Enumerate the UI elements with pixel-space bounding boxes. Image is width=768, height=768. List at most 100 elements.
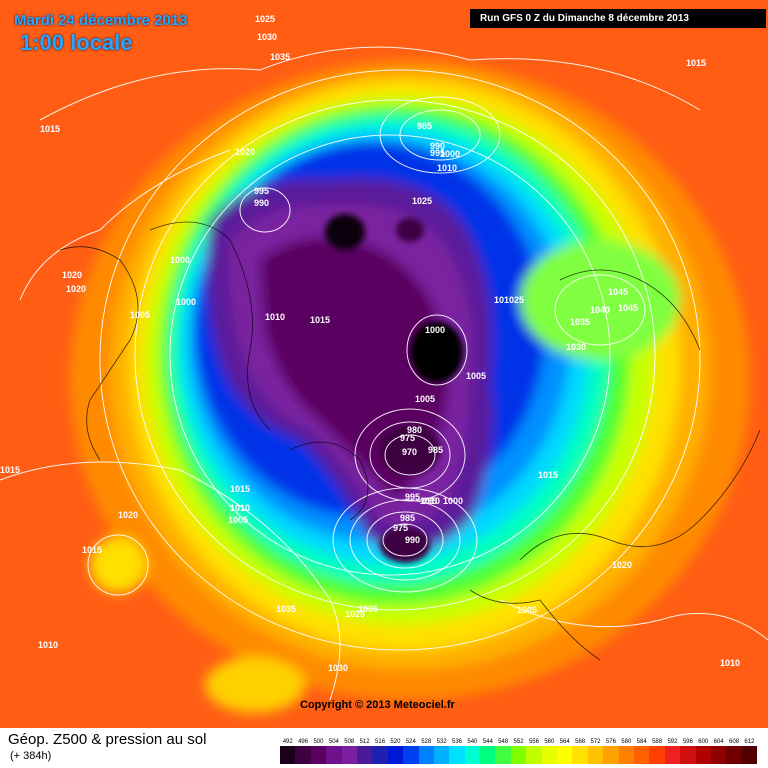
scale-swatch xyxy=(387,746,404,764)
scale-swatch xyxy=(664,746,681,764)
scale-step: 612 xyxy=(741,738,758,764)
low-centers xyxy=(325,214,463,563)
isobars xyxy=(0,46,768,701)
forecast-time: 1:00 locale xyxy=(20,30,133,55)
pressure-label: 1005 xyxy=(358,604,378,614)
scale-step: 568 xyxy=(572,738,588,764)
run-info: Run GFS 0 Z du Dimanche 8 décembre 2013 xyxy=(470,9,766,28)
scale-step: 604 xyxy=(710,738,727,764)
scale-label: 564 xyxy=(559,739,570,745)
scale-label: 500 xyxy=(313,739,324,745)
pressure-label: 1005 xyxy=(466,371,486,381)
scale-step: 592 xyxy=(664,738,681,764)
scale-swatch xyxy=(649,746,665,764)
pressure-label: 1020 xyxy=(612,560,632,570)
pressure-label: 1005 xyxy=(130,310,150,320)
scale-step: 524 xyxy=(403,738,419,764)
scale-step: 520 xyxy=(387,738,404,764)
scale-label: 572 xyxy=(590,739,601,745)
scale-label: 552 xyxy=(513,739,524,745)
legend-footer: Géop. Z500 & pression au sol (+ 384h) 49… xyxy=(0,728,768,768)
scale-swatch xyxy=(603,746,619,764)
scale-step: 536 xyxy=(449,738,465,764)
scale-step: 528 xyxy=(418,738,434,764)
scale-step: 572 xyxy=(587,738,604,764)
pressure-label: 995 xyxy=(405,492,420,502)
pressure-label: 1005 xyxy=(517,605,537,615)
pressure-label: 1020 xyxy=(118,510,138,520)
pressure-label: 1025 xyxy=(255,14,275,24)
pressure-label: 990 xyxy=(430,141,445,151)
scale-label: 540 xyxy=(467,739,478,745)
scale-swatch xyxy=(310,746,327,764)
scale-step: 504 xyxy=(326,738,342,764)
scale-swatch xyxy=(418,746,434,764)
pressure-label: 1015 xyxy=(230,484,250,494)
scale-swatch xyxy=(326,746,342,764)
scale-label: 604 xyxy=(713,739,724,745)
pressure-label: 1010 xyxy=(720,658,740,668)
pressure-label: 1045 xyxy=(608,287,628,297)
scale-step: 508 xyxy=(341,738,357,764)
scale-swatch xyxy=(280,746,296,764)
pressure-label: 1020 xyxy=(235,147,255,157)
scale-swatch xyxy=(341,746,357,764)
pressure-label: 1030 xyxy=(328,663,348,673)
color-scale: 492 496 500 504 508 512 516 520 524 528 532 536 540 5… xyxy=(280,738,758,764)
pressure-label: 1045 xyxy=(618,303,638,313)
pressure-label: 990 xyxy=(405,535,420,545)
scale-label: 584 xyxy=(636,739,647,745)
pressure-label: 1005 xyxy=(415,394,435,404)
pressure-label: 985 xyxy=(417,121,432,131)
pressure-label: 1020 xyxy=(62,270,82,280)
scale-label: 492 xyxy=(282,739,293,745)
pressure-label: 1015 xyxy=(40,124,60,134)
scale-step: 588 xyxy=(649,738,665,764)
scale-swatch xyxy=(372,746,388,764)
pressure-label: 1030 xyxy=(566,342,586,352)
scale-step: 596 xyxy=(680,738,696,764)
pressure-label: 1005 xyxy=(228,515,248,525)
scale-swatch xyxy=(557,746,573,764)
scale-label: 528 xyxy=(421,739,432,745)
pressure-label: 1025 xyxy=(412,196,432,206)
pressure-label: 1035 xyxy=(570,317,590,327)
scale-label: 600 xyxy=(698,739,709,745)
scale-label: 508 xyxy=(344,739,355,745)
scale-swatch xyxy=(741,746,758,764)
scale-swatch xyxy=(526,746,542,764)
scale-label: 560 xyxy=(544,739,555,745)
pressure-label: 1000 xyxy=(425,325,445,335)
scale-step: 548 xyxy=(495,738,511,764)
forecast-range: (+ 384h) xyxy=(10,750,52,762)
scale-label: 520 xyxy=(390,739,401,745)
scale-step: 544 xyxy=(480,738,496,764)
pressure-label: 1040 xyxy=(590,305,610,315)
scale-swatch xyxy=(356,746,373,764)
pressure-label: 975 xyxy=(393,523,408,533)
pressure-label: 1010 xyxy=(230,503,250,513)
scale-swatch xyxy=(480,746,496,764)
scale-label: 576 xyxy=(605,739,616,745)
pressure-label: 970 xyxy=(402,447,417,457)
pressure-label: 1010 xyxy=(420,496,440,506)
scale-swatch xyxy=(295,746,311,764)
pressure-label: 985 xyxy=(428,445,443,455)
pressure-label: 1015 xyxy=(538,470,558,480)
scale-label: 504 xyxy=(328,739,339,745)
scale-label: 608 xyxy=(729,739,740,745)
scale-step: 552 xyxy=(510,738,527,764)
scale-label: 568 xyxy=(575,739,586,745)
map-title: Géop. Z500 & pression au sol xyxy=(8,731,207,748)
scale-swatch xyxy=(541,746,558,764)
pressure-label: 1015 xyxy=(0,465,20,475)
scale-label: 516 xyxy=(375,739,386,745)
pressure-label: 1010 xyxy=(265,312,285,322)
scale-label: 532 xyxy=(436,739,447,745)
scale-label: 524 xyxy=(405,739,416,745)
pressure-labels: 1025 1030 1035 1015 1015 985 990 995 1000 1010 102… xyxy=(0,14,740,673)
scale-step: 560 xyxy=(541,738,558,764)
pressure-label: 1035 xyxy=(270,52,290,62)
scale-step: 492 xyxy=(280,738,296,764)
scale-step: 564 xyxy=(557,738,573,764)
